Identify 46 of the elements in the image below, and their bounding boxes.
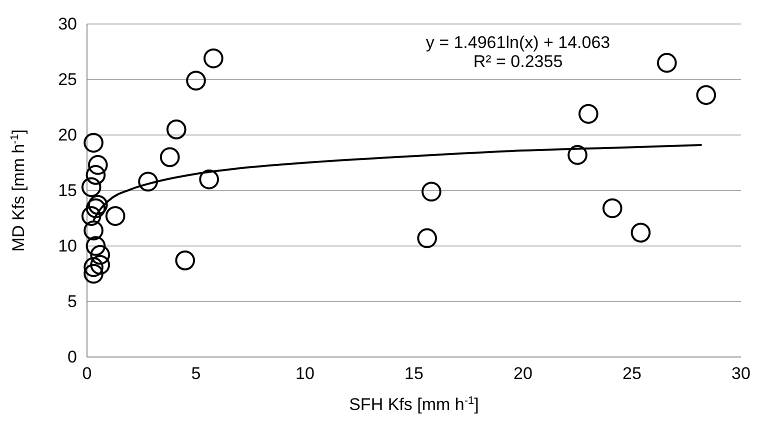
point <box>86 165 106 185</box>
point <box>568 145 588 165</box>
point <box>578 104 598 124</box>
point <box>84 264 104 284</box>
point <box>602 198 622 218</box>
point <box>199 169 219 190</box>
point <box>81 206 102 226</box>
point <box>81 177 102 198</box>
point <box>204 48 224 68</box>
point <box>422 182 442 202</box>
point <box>90 244 110 265</box>
x-axis-title: SFH Kfs [mm h$^{-1}$] <box>349 395 479 414</box>
x-tick-label: 5 <box>191 364 201 384</box>
x-tick-label: 20 <box>514 364 532 384</box>
annotation: y = 1.4961ln(x) + 14.063 <box>426 33 610 52</box>
point <box>175 250 196 270</box>
point <box>138 172 158 192</box>
point <box>84 257 104 277</box>
point <box>105 206 126 226</box>
point <box>630 222 651 243</box>
x-tick-label: 30 <box>732 364 750 384</box>
point <box>166 120 186 140</box>
point <box>86 198 106 218</box>
point <box>656 52 677 73</box>
point <box>88 195 108 215</box>
point <box>84 220 104 240</box>
point <box>160 147 180 168</box>
y-tick-label: 15 <box>58 180 77 200</box>
x-tick-label: 10 <box>296 364 314 384</box>
point <box>186 70 206 91</box>
y-tick-label: 0 <box>68 347 77 366</box>
x-tick-label: 25 <box>622 364 642 384</box>
y-tick-label: 30 <box>58 14 77 34</box>
y-tick-label: 25 <box>58 70 77 89</box>
y-tick-label: 10 <box>58 236 77 256</box>
point <box>88 155 108 175</box>
x-tick-label: 15 <box>404 364 424 384</box>
x-tick-label: 0 <box>82 364 92 384</box>
y-tick-label: 5 <box>68 292 77 311</box>
point <box>86 236 106 256</box>
point <box>90 254 110 275</box>
point <box>696 85 716 105</box>
point <box>84 132 104 153</box>
annotation: R² = 0.2355 <box>473 52 563 71</box>
point <box>417 228 437 248</box>
y-tick-label: 20 <box>58 125 77 144</box>
